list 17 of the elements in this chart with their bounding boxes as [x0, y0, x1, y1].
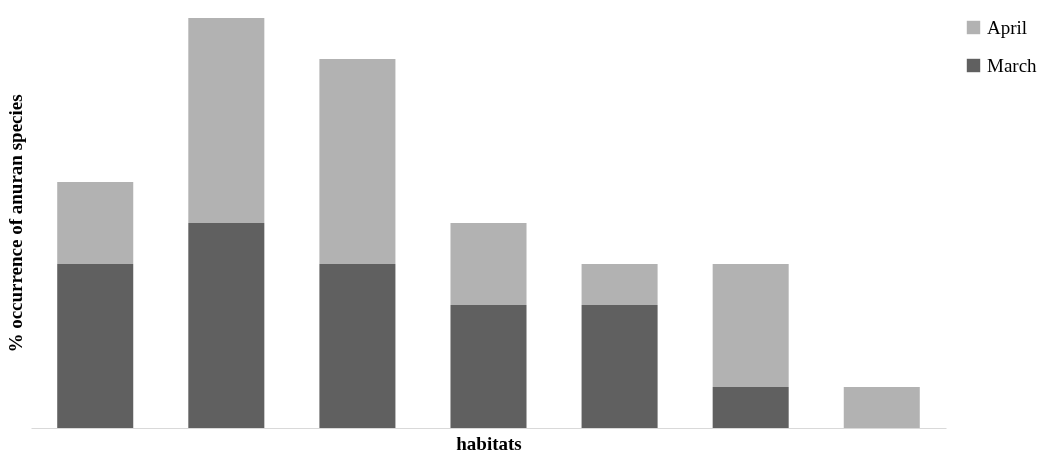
bar: [319, 264, 396, 428]
bar: [712, 264, 789, 387]
bar: [581, 305, 658, 428]
bar: [188, 223, 265, 428]
bar: [843, 387, 920, 428]
legend-label: April: [987, 16, 1028, 38]
bar: [581, 264, 658, 305]
bar: [450, 223, 527, 305]
bar: [57, 264, 134, 428]
bar: [57, 182, 134, 264]
bar: [450, 305, 527, 428]
bar: [188, 18, 265, 223]
y-axis-title: % occurrence of anuran species: [4, 94, 26, 353]
legend-label: March: [987, 54, 1038, 76]
x-axis-title: habitats: [456, 432, 522, 454]
bar: [319, 59, 396, 264]
bar: [712, 387, 789, 428]
